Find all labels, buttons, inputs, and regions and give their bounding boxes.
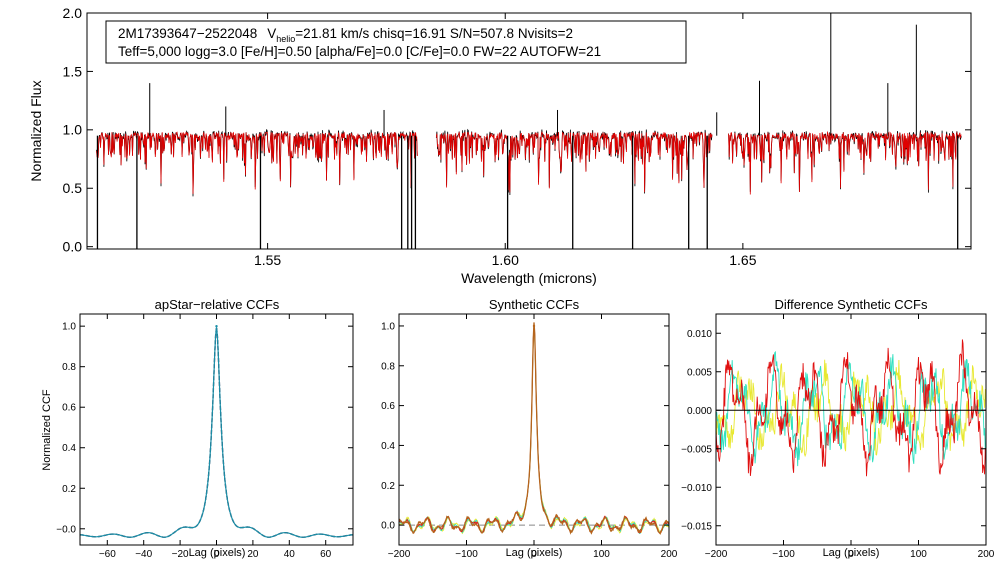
spectrum-panel: 1.55 1.60 1.65 0.0 0.5 1.0 1.5 2.0 2M17393647−2… (28, 5, 972, 286)
apstar-ccf-xtick-label: 60 (320, 549, 332, 560)
apstar-ccf-ytick-label: 0.8 (62, 362, 76, 373)
spectrum-ytick-label: 2.0 (63, 5, 83, 21)
apstar-ccf-panel: apStar−relative CCFs −60 −40 −20 0 20 40 60 −0.… (41, 297, 354, 560)
synthetic-ccf-ytick-label: 0.0 (381, 521, 395, 532)
spectrum-xtick-label: 1.60 (492, 252, 519, 268)
apstar-ccf-lines (79, 324, 354, 538)
apstar-ccf-ytick-label: 1.0 (62, 322, 76, 333)
apstar-ccf-y-label: Normalized CCF (41, 389, 53, 471)
synthetic-ccf-x-label: Lag (pixels) (506, 547, 563, 559)
spectrum-ytick-label: 0.5 (63, 180, 83, 196)
apstar-ccf-line (79, 327, 354, 538)
spectrum-ytick-label: 0.0 (63, 239, 83, 255)
apstar-ccf-xtick-label: −60 (99, 549, 116, 560)
apstar-ccf-dashed-line (79, 327, 354, 538)
difference-ccf-ytick-label: −0.010 (681, 483, 712, 494)
spectrum-synthetic-line (96, 131, 418, 194)
apstar-ccf-ytick-label: 0.6 (62, 403, 76, 414)
apstar-ccf-ytick-label: 0.4 (62, 443, 76, 454)
apstar-ccf-xtick-label: −40 (135, 549, 152, 560)
synthetic-ccf-panel: Synthetic CCFs −200 −100 0 100 200 0.0 0.2 0.4 0… (381, 297, 678, 560)
synthetic-ccf-xtick-label: 100 (593, 549, 610, 560)
synthetic-ccf-ytick-label: 0.6 (381, 401, 395, 412)
synthetic-ccf-frame (398, 313, 670, 546)
apstar-ccf-ytick-label: −0.0 (56, 524, 76, 535)
spectrum-x-label: Wavelength (microns) (461, 270, 597, 286)
difference-ccf-lines (716, 339, 986, 477)
spectrum-xtick-label: 1.65 (729, 252, 756, 268)
difference-ccf-ytick-label: 0.000 (687, 406, 712, 417)
synthetic-ccf-ticks: −200 −100 0 100 200 0.0 0.2 0.4 0.6 0.8 1.0 (381, 314, 678, 560)
difference-ccf-panel: Difference Synthetic CCFs −200 −100 0 100 20… (681, 297, 995, 560)
difference-ccf-line (716, 339, 986, 477)
apstar-ccf-ticks: −60 −40 −20 0 20 40 60 −0.0 0.2 0.4 0.6 0.8 1.0 (56, 314, 353, 560)
synthetic-ccf-ytick-label: 0.8 (381, 361, 395, 372)
apstar-ccf-peak (215, 324, 218, 328)
spectrum-xtick-label: 1.55 (254, 252, 281, 268)
difference-ccf-xtick-label: 200 (978, 549, 995, 560)
synthetic-ccf-ytick-label: 0.4 (381, 441, 395, 452)
synthetic-ccf-lines (398, 322, 670, 535)
spectrum-ytick-label: 1.0 (63, 122, 83, 138)
spectrum-frame (86, 12, 972, 250)
spectrum-lines (96, 13, 962, 249)
synthetic-ccf-line (398, 324, 670, 534)
synthetic-ccf-title: Synthetic CCFs (489, 297, 580, 312)
spectrum-y-label: Normalized Flux (28, 80, 44, 181)
difference-ccf-ticks: −200 −100 0 100 200 0.010 0.005 0.000 −0.005 −0.0… (681, 314, 995, 560)
spectrum-synthetic-line (435, 131, 713, 193)
synthetic-ccf-line (398, 322, 670, 535)
difference-ccf-ytick-label: 0.005 (687, 367, 712, 378)
apstar-ccf-x-label: Lag (pixels) (189, 547, 246, 559)
synthetic-ccf-xtick-label: 200 (661, 549, 678, 560)
apstar-ccf-xtick-label: −20 (172, 549, 189, 560)
annotation-line1: 2M17393647−2522048 Vhelio=21.81 km/s chis… (118, 26, 573, 44)
synthetic-ccf-xtick-label: −100 (455, 549, 478, 560)
difference-ccf-x-label: Lag (pixels) (823, 547, 880, 559)
apstar-ccf-frame (79, 313, 354, 546)
difference-ccf-xtick-label: 100 (910, 549, 927, 560)
synthetic-ccf-peak (532, 324, 536, 328)
spectrum-ticks: 1.55 1.60 1.65 0.0 0.5 1.0 1.5 2.0 (63, 5, 971, 268)
difference-ccf-ytick-label: 0.010 (687, 329, 712, 340)
apstar-ccf-ytick-label: 0.2 (62, 484, 76, 495)
spectrum-annotation-box (105, 20, 687, 64)
synthetic-ccf-ytick-label: 0.2 (381, 481, 395, 492)
synthetic-ccf-xtick-label: 0 (531, 549, 537, 560)
difference-ccf-xtick-label: 0 (848, 549, 854, 560)
annotation-line2: Teff=5,000 logg=3.0 [Fe/H]=0.50 [alpha/F… (118, 44, 601, 59)
synthetic-ccf-ytick-label: 1.0 (381, 321, 395, 332)
difference-ccf-ytick-label: −0.005 (681, 444, 712, 455)
synthetic-ccf-line (398, 324, 670, 535)
difference-ccf-ytick-label: −0.015 (681, 521, 712, 532)
spectrum-ytick-label: 1.5 (63, 63, 83, 79)
synthetic-ccf-line (399, 326, 669, 535)
difference-ccf-line (716, 350, 986, 467)
apstar-ccf-xtick-label: 0 (214, 549, 220, 560)
difference-ccf-xtick-label: −100 (772, 549, 795, 560)
apstar-ccf-xtick-label: 20 (247, 549, 259, 560)
difference-ccf-xtick-label: −200 (705, 549, 728, 560)
synthetic-ccf-xtick-label: −200 (388, 549, 411, 560)
spectrum-synthetic-line (728, 130, 962, 195)
difference-ccf-title: Difference Synthetic CCFs (775, 297, 928, 312)
apstar-ccf-title: apStar−relative CCFs (155, 297, 280, 312)
apstar-ccf-xtick-label: 40 (284, 549, 296, 560)
